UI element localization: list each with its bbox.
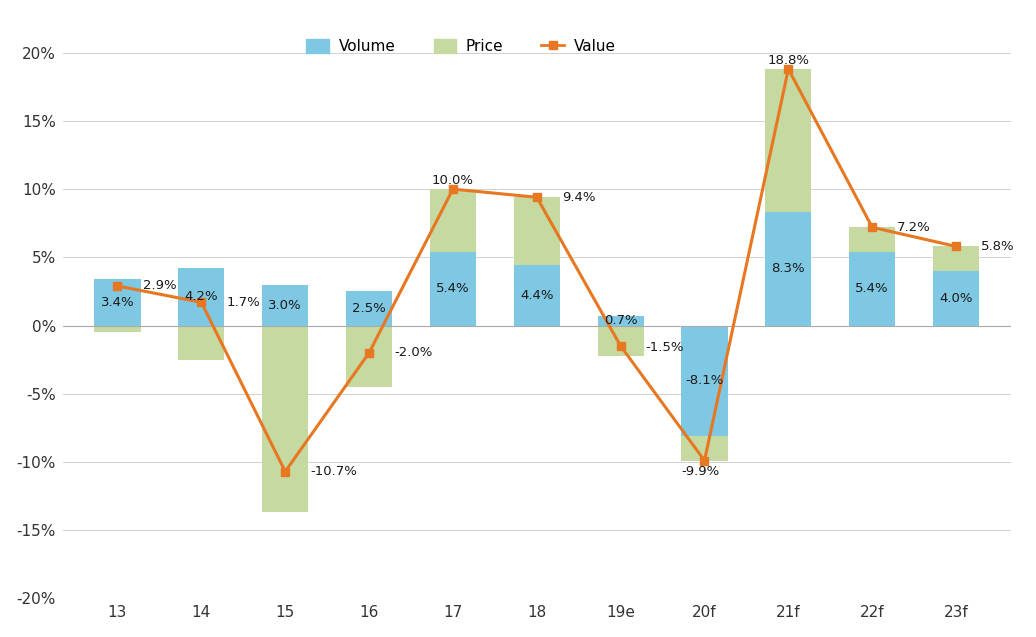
- Text: 4.0%: 4.0%: [940, 292, 973, 304]
- Legend: Volume, Price, Value: Volume, Price, Value: [300, 33, 622, 61]
- Text: 1.7%: 1.7%: [227, 296, 260, 309]
- Text: -9.9%: -9.9%: [682, 465, 719, 478]
- Text: 5.8%: 5.8%: [981, 240, 1015, 253]
- Bar: [514, 266, 559, 326]
- Bar: [346, 326, 393, 387]
- Text: 4.2%: 4.2%: [184, 290, 219, 303]
- Bar: [933, 271, 979, 326]
- Text: 10.0%: 10.0%: [432, 175, 473, 187]
- Text: 2.5%: 2.5%: [352, 302, 386, 315]
- Bar: [514, 197, 559, 266]
- Bar: [262, 285, 309, 326]
- Bar: [850, 252, 895, 326]
- Bar: [682, 436, 727, 461]
- Bar: [178, 268, 225, 326]
- Text: 3.4%: 3.4%: [100, 296, 135, 309]
- Bar: [933, 247, 979, 271]
- Text: 4.4%: 4.4%: [520, 289, 553, 302]
- Text: -1.5%: -1.5%: [645, 341, 685, 354]
- Bar: [346, 291, 393, 326]
- Text: 3.0%: 3.0%: [268, 299, 303, 311]
- Bar: [94, 279, 141, 326]
- Text: -8.1%: -8.1%: [685, 375, 724, 387]
- Bar: [94, 326, 141, 333]
- Bar: [430, 189, 476, 252]
- Bar: [766, 212, 811, 326]
- Text: 8.3%: 8.3%: [772, 262, 805, 275]
- Text: 5.4%: 5.4%: [856, 282, 889, 295]
- Text: 18.8%: 18.8%: [768, 54, 809, 68]
- Text: -2.0%: -2.0%: [395, 347, 433, 359]
- Bar: [262, 326, 309, 512]
- Text: 7.2%: 7.2%: [897, 221, 931, 234]
- Text: -10.7%: -10.7%: [311, 465, 357, 478]
- Text: 5.4%: 5.4%: [436, 282, 469, 295]
- Bar: [598, 326, 643, 355]
- Bar: [178, 326, 225, 360]
- Text: 0.7%: 0.7%: [604, 314, 637, 327]
- Bar: [682, 326, 727, 436]
- Bar: [598, 316, 643, 326]
- Bar: [850, 227, 895, 252]
- Bar: [430, 252, 476, 326]
- Bar: [766, 69, 811, 212]
- Text: 9.4%: 9.4%: [562, 190, 596, 204]
- Text: 2.9%: 2.9%: [143, 280, 176, 292]
